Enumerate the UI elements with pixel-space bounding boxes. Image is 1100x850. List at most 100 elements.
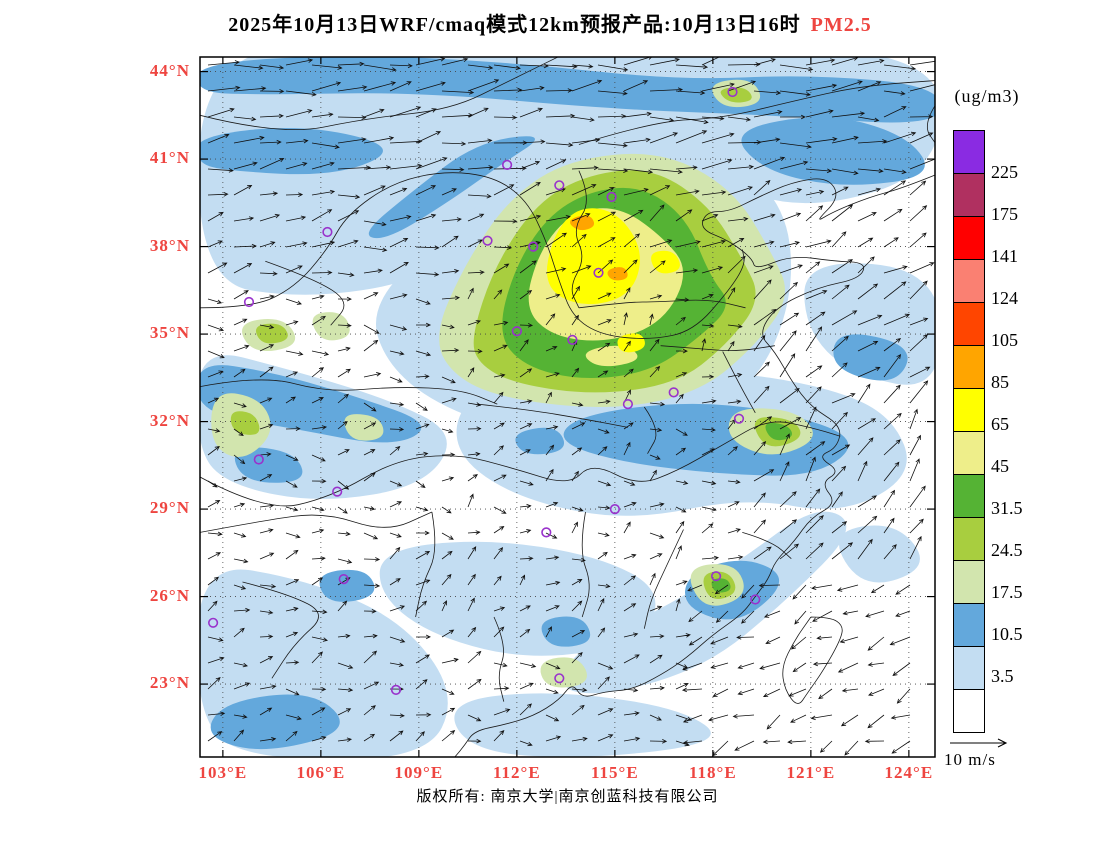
wind-vector [892,662,911,677]
wind-vector [545,425,559,430]
wind-vector [675,268,699,274]
wind-vector [753,519,767,534]
wind-vector [233,682,251,690]
wind-vector [311,294,325,300]
wind-vector [363,532,379,540]
wind-vector [233,402,247,408]
wind-vector [493,708,511,716]
pm25-fill-region [454,693,711,757]
wind-vector [597,708,614,716]
wind-vector [805,441,826,456]
wind-vector [649,239,673,248]
wind-vector [363,64,397,72]
wind-vector [389,605,406,612]
wind-vector [839,636,859,644]
colorbar-swatch [954,260,984,303]
wind-vector [597,505,611,510]
wind-vector [883,106,907,118]
colorbar-swatch [954,475,984,518]
wind-vector [831,80,863,92]
wind-vector [883,517,895,534]
wind-vector [623,340,631,352]
wind-vector [285,162,308,170]
wind-vector [857,58,885,66]
wind-vector [791,636,807,650]
boundaries-layer [200,57,935,757]
wind-vector [909,60,935,66]
wind-vector [883,338,902,352]
wind-vector [337,368,351,378]
wind-vector [337,346,351,352]
wind-vector [389,106,422,118]
wind-vector [207,531,223,537]
wind-vector [831,186,849,196]
wind-vector [623,422,634,430]
wind-vector [207,731,223,742]
wind-vector [831,310,858,326]
pm25-fill-region [839,525,920,583]
wind-vector [597,446,608,456]
wind-vector [285,298,302,305]
wind-vector [649,116,675,123]
wind-vector [415,679,428,690]
wind-vector [441,532,454,540]
wind-vector [857,341,879,352]
wind-vector [285,371,299,378]
wind-vector [311,240,336,248]
wind-vector [623,312,628,326]
wind-vector [909,205,928,222]
wind-vector [545,88,573,93]
wind-vector [571,422,586,430]
wind-vector [337,708,352,716]
wind-vector [441,688,455,695]
wind-vector [649,57,681,66]
wind-vector [597,259,614,274]
wind-vector [519,449,531,456]
wind-vector [727,555,744,560]
wind-vector [285,90,317,97]
wind-vector [870,584,885,594]
wind-vector [337,61,365,67]
wind-vector [812,610,833,622]
wind-vector [207,133,230,144]
station-marker [338,573,349,585]
boundary-coast-main [454,174,935,757]
wind-vector [233,368,246,378]
wind-vector [285,660,300,665]
wind-vector [285,606,299,612]
wind-vector [389,215,412,222]
wind-vector [831,204,854,222]
wind-vector [675,297,690,302]
wind-vector [737,662,755,669]
wind-vector [441,428,454,434]
wind-vector [467,193,492,199]
pm25-fill-region [540,657,587,688]
wind-vector [812,661,833,667]
wind-vector [762,688,781,697]
wind-vector [363,633,378,639]
wind-vector [715,610,729,623]
wind-vector [207,552,222,560]
wind-vector [441,269,460,274]
wind-vector [727,80,757,92]
wind-vector [909,458,920,482]
wind-vector [207,600,218,612]
wind-vector [337,737,353,743]
wind-vector [389,546,401,560]
reference-vector-label: 10 m/s [944,750,996,769]
wind-vector [389,578,401,586]
wind-vector [311,350,330,356]
wind-vector [441,235,459,248]
wind-vector [519,368,533,378]
wind-vector [623,80,649,92]
wind-vector [519,682,534,690]
wind-vector [779,417,802,430]
wind-vector [389,187,408,196]
wind-vector [857,256,875,274]
wind-vector [285,714,302,721]
wind-vector [623,575,637,586]
wind-vector [810,714,833,721]
wind-vector [867,636,885,651]
wind-vector [545,714,560,722]
wind-vector [363,165,392,170]
